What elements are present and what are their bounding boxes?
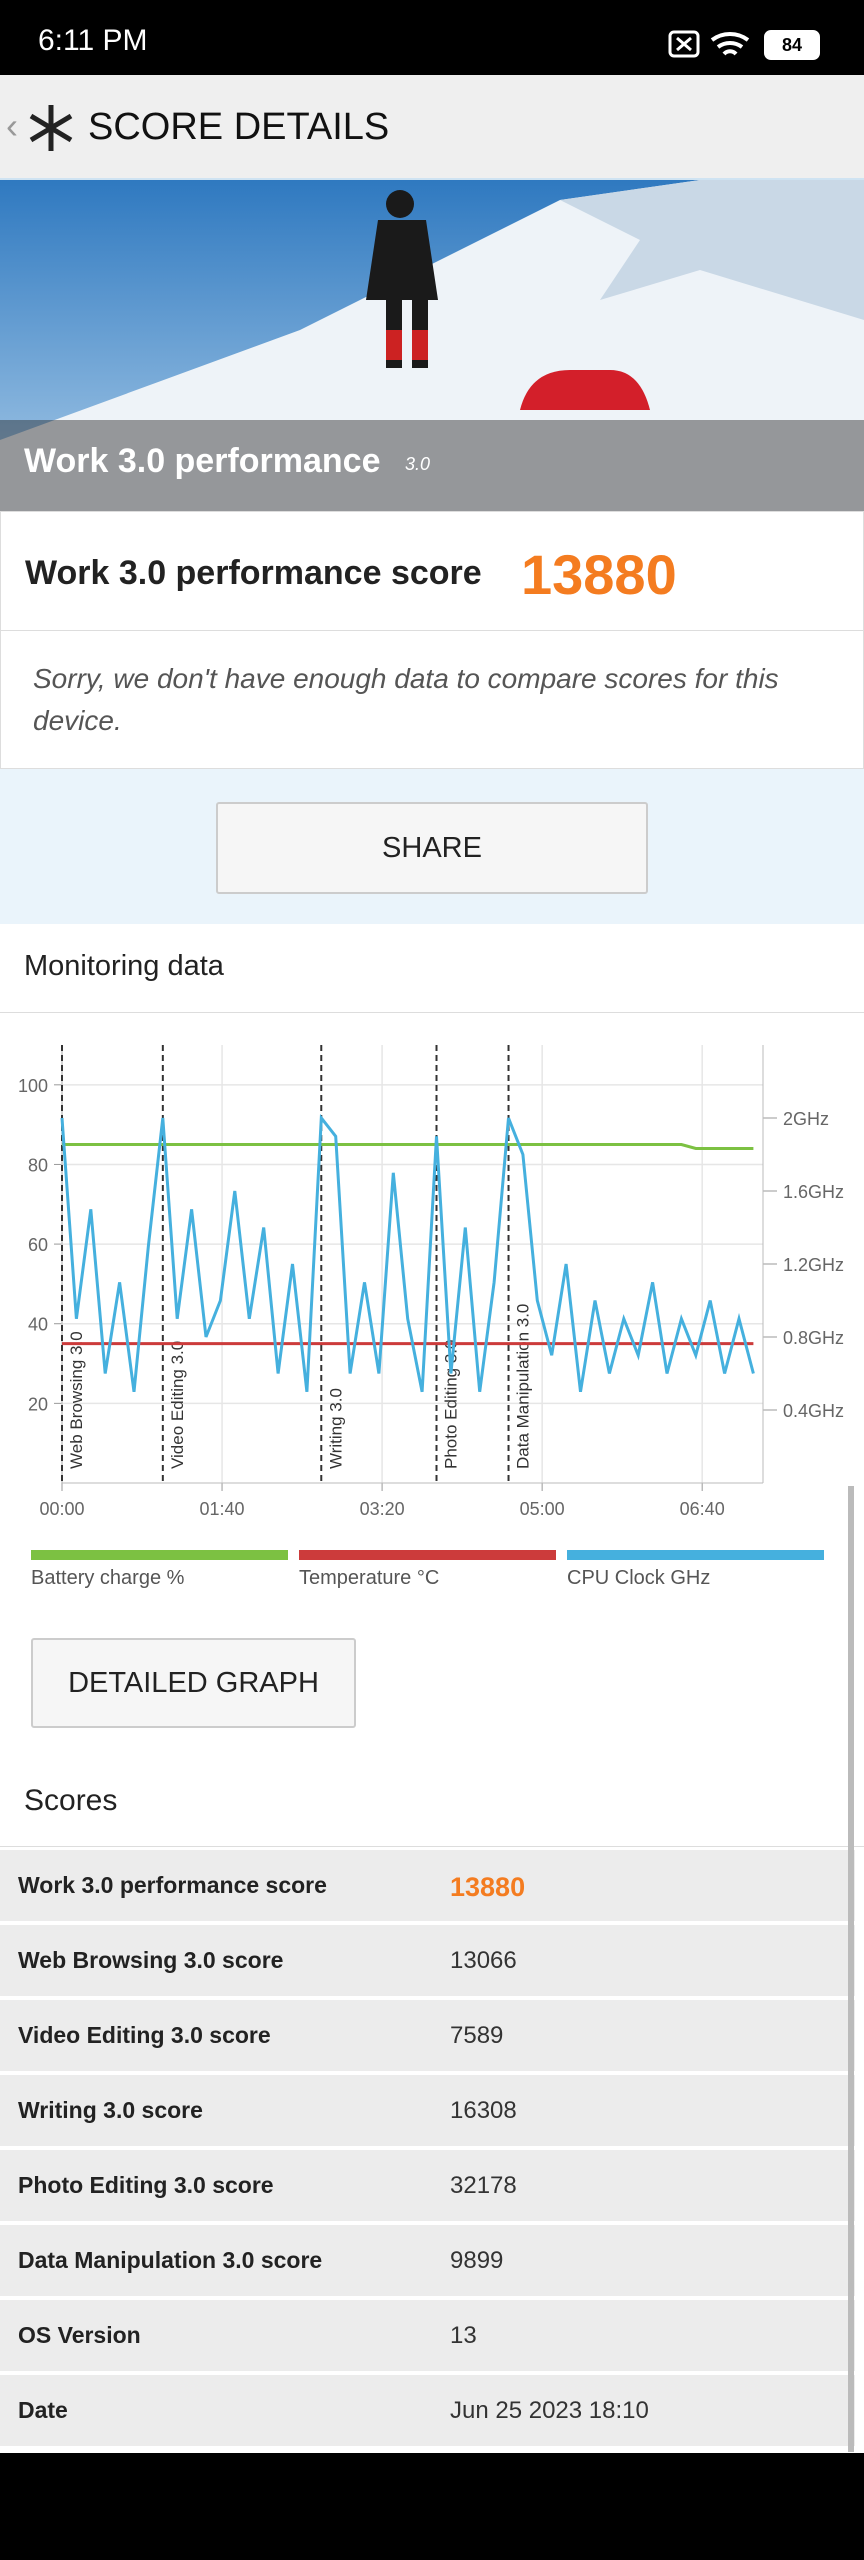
row-value: 16308 — [450, 2097, 517, 2124]
score-row: Work 3.0 performance score 13880 — [0, 511, 864, 631]
y-tick-label: 20 — [28, 1394, 48, 1414]
legend-swatch — [299, 1550, 556, 1560]
scores-table: Work 3.0 performance score 13880 Web Brows… — [0, 1850, 864, 2453]
status-icons — [668, 30, 750, 58]
back-button[interactable]: ‹ — [6, 105, 18, 146]
note-text: Sorry, we don't have enough data to comp… — [33, 663, 779, 736]
row-label: Video Editing 3.0 score — [18, 2022, 271, 2048]
legend-swatch — [31, 1550, 288, 1560]
row-label: Work 3.0 performance score — [18, 1872, 327, 1898]
score-row: Work 3.0 performance score 13880 — [0, 1850, 855, 1921]
series-line — [60, 1113, 755, 1393]
series-line — [62, 1143, 754, 1150]
y-tick-label: 60 — [28, 1235, 48, 1255]
row-label: Date — [18, 2397, 68, 2423]
row-label: OS Version — [18, 2322, 141, 2348]
section-label: Video Editing 3.0 — [168, 1341, 187, 1469]
snowflake-icon — [29, 105, 73, 151]
status-bar: 6:11 PM 84 — [0, 0, 864, 75]
divider — [0, 1012, 864, 1013]
section-title: Scores — [24, 1784, 118, 1817]
x-tick-label: 06:40 — [680, 1499, 725, 1519]
legend-label: Temperature °C — [299, 1567, 439, 1589]
legend-label: Battery charge % — [31, 1567, 185, 1589]
section-label: Photo Editing 3.0 — [442, 1340, 461, 1469]
row-value: 7589 — [450, 2022, 504, 2049]
nav-bar — [0, 2453, 864, 2560]
y-tick-label: 100 — [18, 1076, 48, 1096]
clock: 6:11 PM — [38, 24, 148, 57]
x-tick-label: 01:40 — [200, 1499, 245, 1519]
monitoring-chart: 20 40 60 80 100 00:00 01:40 03:20 05:00 06:40 0.4G… — [18, 1045, 844, 1589]
score-row: Date Jun 25 2023 18:10 — [0, 2375, 855, 2446]
hero-title: Work 3.0 performance — [24, 442, 381, 480]
legend-swatch — [567, 1550, 824, 1560]
score-row: Video Editing 3.0 score 7589 — [0, 2000, 855, 2071]
row-label: Data Manipulation 3.0 score — [18, 2247, 323, 2273]
row-label: Web Browsing 3.0 score — [18, 1947, 284, 1973]
legend-label: CPU Clock GHz — [567, 1567, 710, 1589]
x-tick-label: 00:00 — [39, 1499, 84, 1519]
app-bar: ‹ SCORE DETAILS — [0, 75, 864, 181]
score-row: Writing 3.0 score 16308 — [0, 2075, 855, 2146]
score-value: 13880 — [521, 543, 677, 606]
section-title: Monitoring data — [24, 950, 224, 982]
score-row: Photo Editing 3.0 score 32178 — [0, 2150, 855, 2221]
row-value: 13 — [450, 2322, 477, 2349]
section-label: Data Manipulation 3.0 — [514, 1304, 533, 1469]
hero-image: Work 3.0 performance 3.0 — [0, 180, 864, 511]
x-tick-label: 03:20 — [360, 1499, 405, 1519]
y2-tick-label: 0.4GHz — [783, 1401, 844, 1421]
score-row: Web Browsing 3.0 score 13066 — [0, 1925, 855, 1996]
note-box: Sorry, we don't have enough data to comp… — [0, 630, 864, 769]
row-value: 9899 — [450, 2247, 504, 2274]
y2-tick-label: 0.8GHz — [783, 1328, 844, 1348]
y-tick-label: 40 — [28, 1315, 48, 1335]
section-label: Writing 3.0 — [326, 1388, 345, 1469]
section-label: Web Browsing 3.0 — [67, 1331, 86, 1469]
y-tick-label: 80 — [28, 1155, 48, 1175]
row-label: Writing 3.0 score — [18, 2097, 203, 2123]
y2-tick-label: 1.6GHz — [783, 1182, 844, 1202]
y2-tick-label: 2GHz — [783, 1109, 829, 1129]
scrollbar — [848, 1486, 854, 2452]
y2-tick-label: 1.2GHz — [783, 1255, 844, 1275]
row-value: Jun 25 2023 18:10 — [450, 2397, 649, 2424]
share-area: SHARE — [0, 769, 864, 924]
row-value: 13880 — [450, 1872, 526, 1902]
row-value: 32178 — [450, 2172, 517, 2199]
divider — [0, 1846, 864, 1847]
battery: 84 — [764, 30, 820, 60]
row-value: 13066 — [450, 1947, 517, 1974]
score-row: Data Manipulation 3.0 score 9899 — [0, 2225, 855, 2296]
share-button[interactable]: SHARE — [216, 802, 648, 894]
score-label: Work 3.0 performance score — [25, 554, 482, 592]
detailed-graph-button[interactable]: DETAILED GRAPH — [31, 1638, 356, 1728]
page-title: SCORE DETAILS — [88, 106, 390, 148]
hero-version: 3.0 — [405, 454, 430, 474]
row-label: Photo Editing 3.0 score — [18, 2172, 274, 2198]
x-tick-label: 05:00 — [520, 1499, 565, 1519]
score-row: OS Version 13 — [0, 2300, 855, 2371]
